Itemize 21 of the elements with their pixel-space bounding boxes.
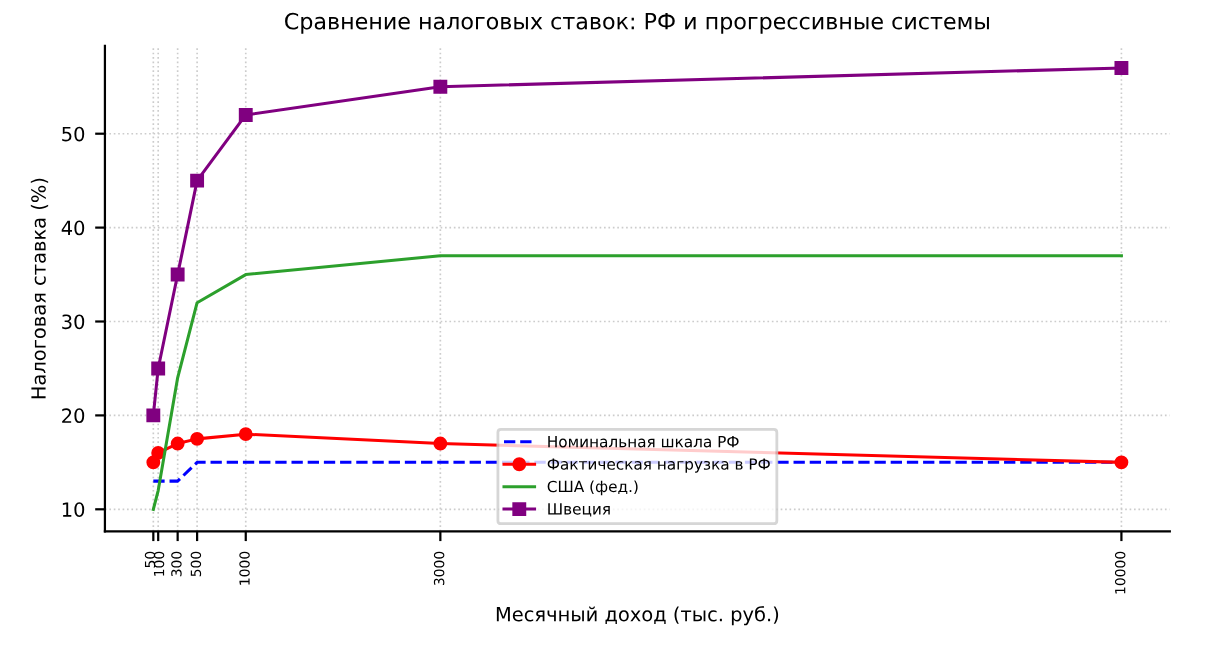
point — [1114, 455, 1129, 470]
point — [146, 408, 161, 423]
point — [238, 427, 253, 442]
y-axis-title: Налоговая ставка (%) — [30, 178, 49, 399]
point — [433, 436, 448, 451]
x-axis-title: Месячный доход (тыс. руб.) — [496, 606, 779, 626]
point — [190, 431, 205, 446]
point — [170, 436, 185, 451]
point — [1114, 61, 1129, 75]
point — [190, 173, 205, 188]
point — [170, 267, 185, 282]
y-tick-label: 20 — [62, 408, 85, 424]
point — [433, 79, 448, 94]
y-tick-label: 40 — [61, 220, 85, 236]
chart-title: Сравнение налоговых ставок: РФ и прогрессивные системы — [285, 12, 989, 34]
point — [238, 107, 253, 122]
y-tick-label: 30 — [62, 314, 85, 330]
y-tick-label: 10 — [62, 502, 85, 517]
point — [151, 361, 166, 376]
point — [151, 446, 166, 460]
y-tick-label: 50 — [62, 126, 85, 142]
